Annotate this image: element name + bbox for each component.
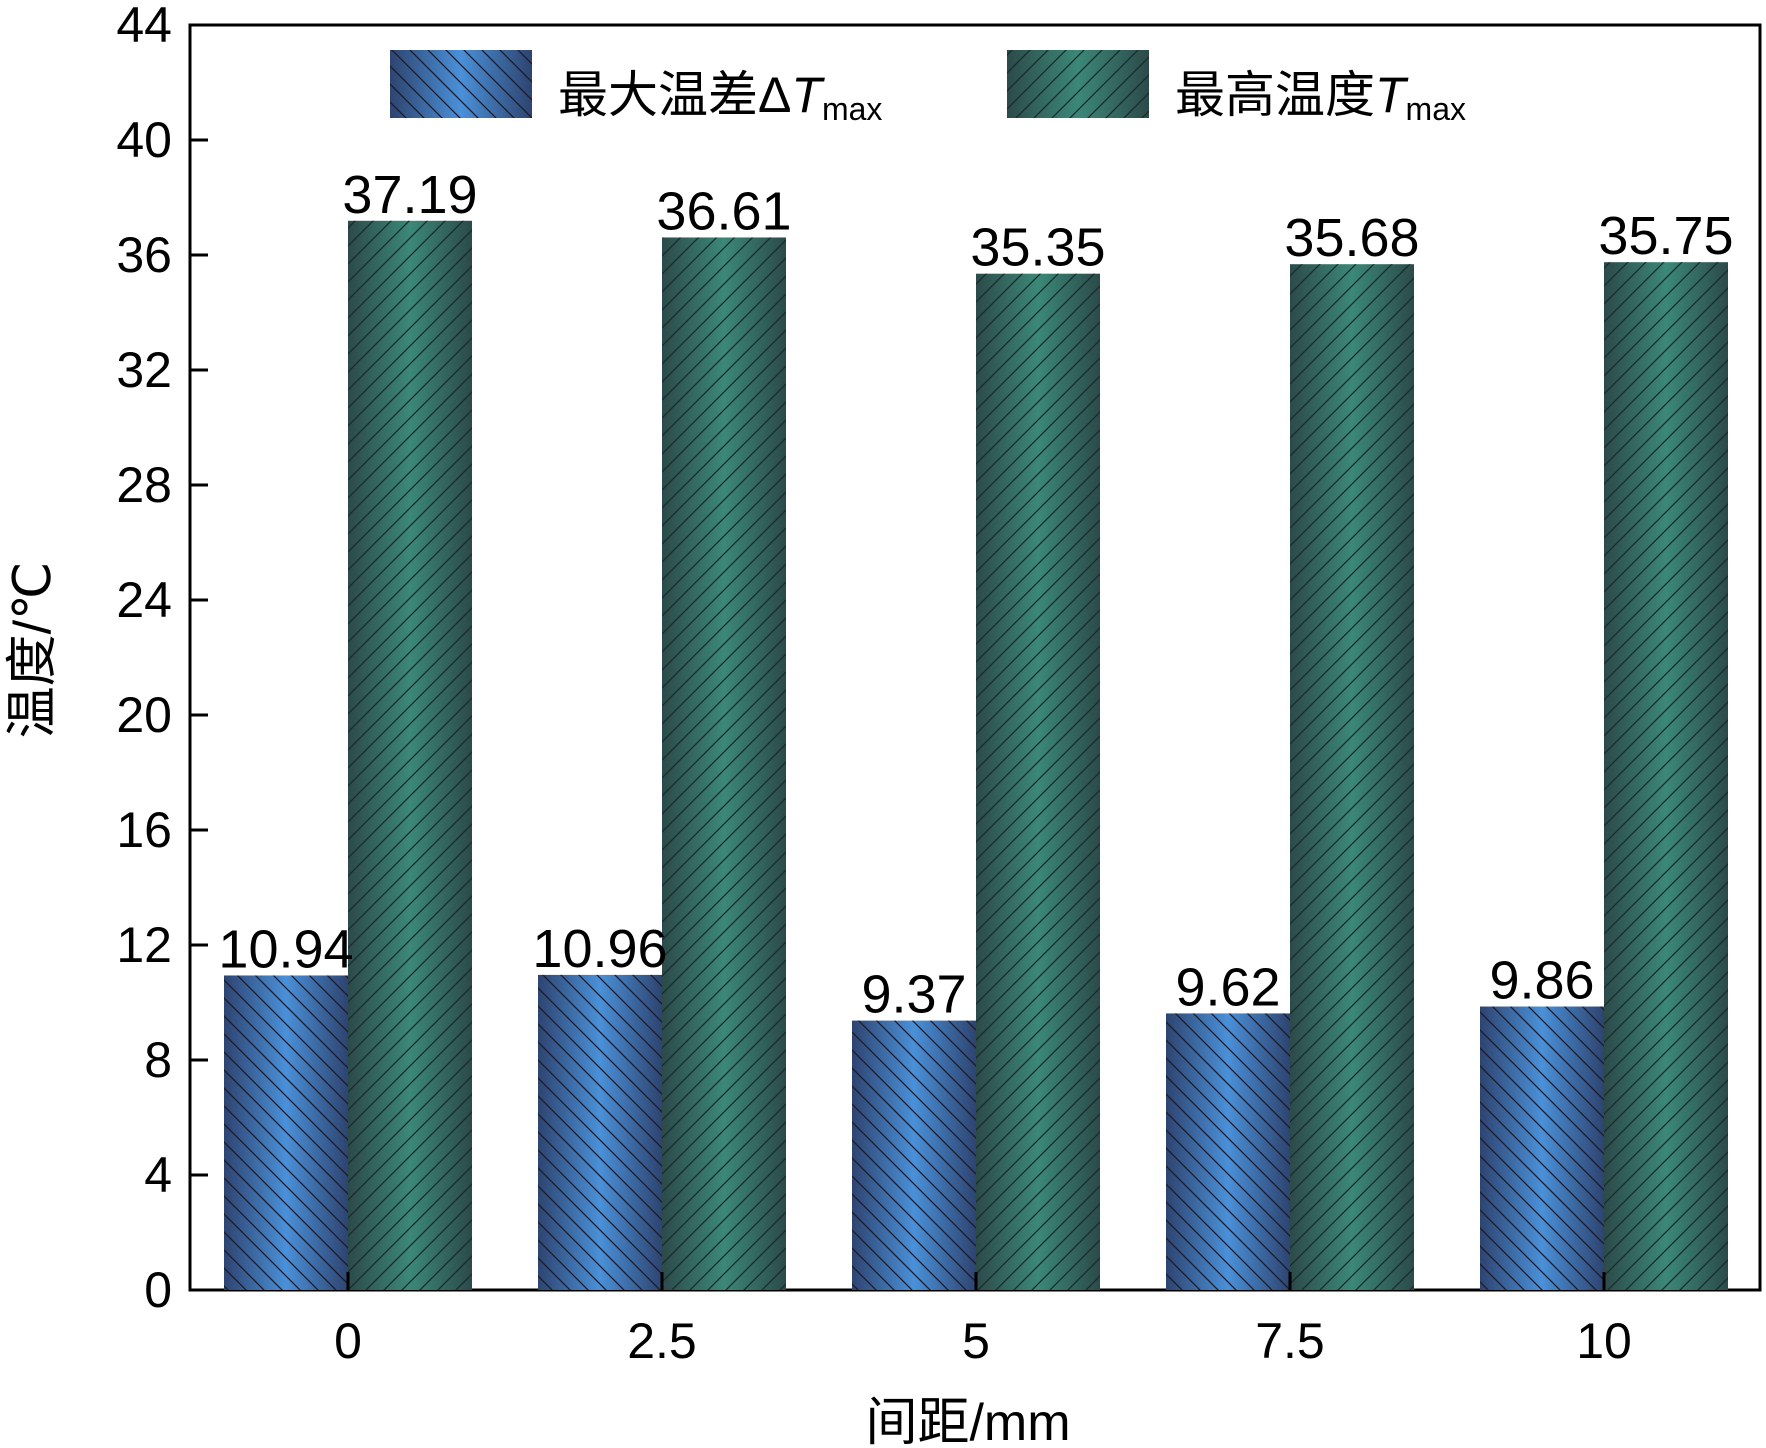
y-tick-label-5: 20 bbox=[116, 687, 172, 743]
bars bbox=[224, 220, 1728, 1291]
y-tick-label-6: 24 bbox=[116, 572, 172, 628]
data-label-s1-4: 9.86 bbox=[1489, 951, 1594, 1011]
data-label-s2-4: 35.75 bbox=[1598, 206, 1733, 266]
data-label-s1-3: 9.62 bbox=[1175, 957, 1280, 1017]
y-tick-label-0: 0 bbox=[144, 1262, 172, 1318]
data-label-s1-0: 10.94 bbox=[218, 919, 353, 979]
legend-label-1: 最大温差ΔTmax bbox=[558, 67, 882, 127]
bar-hatch-s2-2 bbox=[976, 273, 1100, 1290]
y-tick-label-2: 8 bbox=[144, 1032, 172, 1088]
x-tick-label-1: 2.5 bbox=[627, 1313, 697, 1369]
bar-hatch-s1-1 bbox=[538, 974, 662, 1290]
x-axis-title: 间距/mm bbox=[865, 1394, 1070, 1448]
y-axis-title: 温度/℃ bbox=[4, 562, 62, 739]
data-label-s2-2: 35.35 bbox=[970, 218, 1105, 278]
y-tick-label-4: 16 bbox=[116, 802, 172, 858]
y-tick-label-10: 40 bbox=[116, 112, 172, 168]
bar-hatch-s1-3 bbox=[1166, 1013, 1290, 1290]
data-labels: 10.94 10.96 9.37 9.62 9.86 37.19 36.61 35.35 35.… bbox=[218, 165, 1733, 1025]
bar-hatch-s2-1 bbox=[662, 237, 786, 1290]
y-tick-label-1: 4 bbox=[144, 1147, 172, 1203]
y-tick-label-9: 36 bbox=[116, 227, 172, 283]
bar-hatch-s2-0 bbox=[348, 220, 472, 1291]
data-label-s2-3: 35.68 bbox=[1284, 208, 1419, 268]
data-label-s1-1: 10.96 bbox=[532, 919, 667, 979]
legend-label-2: 最高温度Tmax bbox=[1175, 67, 1466, 127]
y-tick-label-7: 28 bbox=[116, 457, 172, 513]
x-tick-label-2: 5 bbox=[962, 1313, 990, 1369]
bar-hatch-s2-4 bbox=[1604, 262, 1728, 1290]
data-label-s2-1: 36.61 bbox=[656, 181, 791, 241]
data-label-s2-0: 37.19 bbox=[342, 165, 477, 225]
y-tick-label-11: 44 bbox=[116, 0, 172, 53]
x-tick-label-0: 0 bbox=[334, 1313, 362, 1369]
y-tick-label-8: 32 bbox=[116, 342, 172, 398]
bar-hatch-s1-2 bbox=[852, 1020, 976, 1290]
bar-hatch-s1-4 bbox=[1480, 1006, 1604, 1290]
y-tick-label-3: 12 bbox=[116, 917, 172, 973]
axes: 0 4 8 12 16 20 24 28 32 36 40 44 0 2.5 5 7.5 10 bbox=[116, 0, 1631, 1369]
x-tick-label-4: 10 bbox=[1576, 1313, 1632, 1369]
bar-hatch-s2-3 bbox=[1290, 264, 1414, 1291]
bar-hatch-s1-0 bbox=[224, 975, 348, 1290]
legend-swatch-hatch-1 bbox=[390, 50, 532, 118]
data-label-s1-2: 9.37 bbox=[861, 965, 966, 1025]
legend: 最大温差ΔTmax 最高温度Tmax bbox=[390, 50, 1466, 127]
x-tick-label-3: 7.5 bbox=[1255, 1313, 1325, 1369]
legend-swatch-hatch-2 bbox=[1007, 50, 1149, 118]
